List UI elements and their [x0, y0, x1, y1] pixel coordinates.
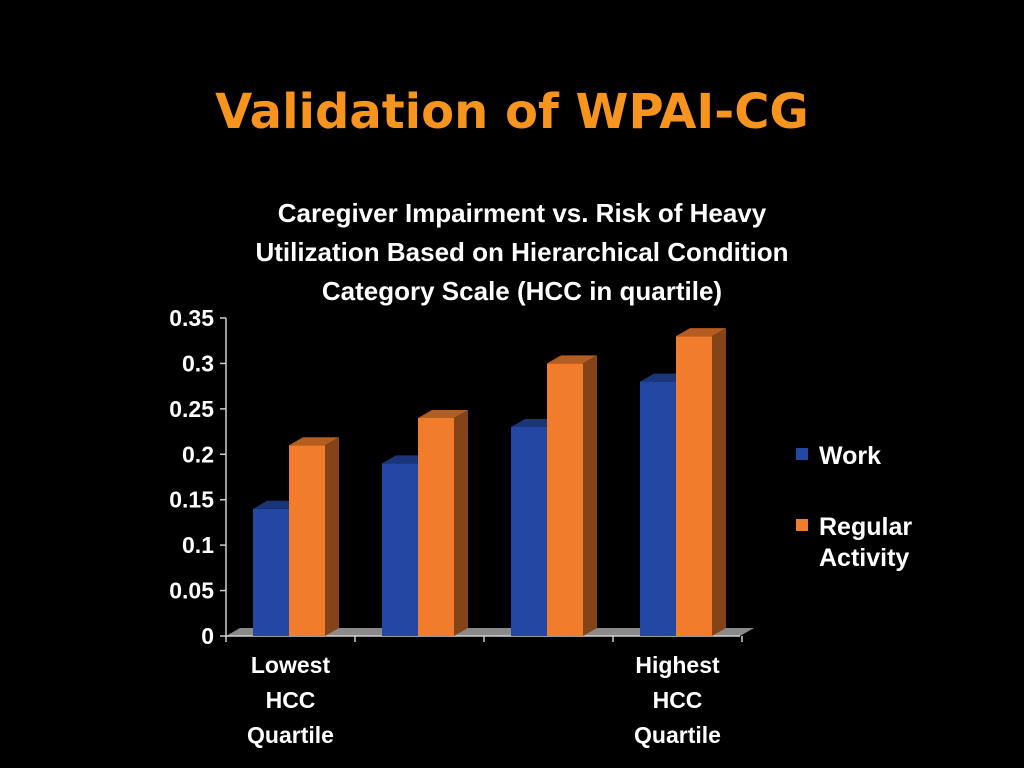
y-tick-label: 0.05	[169, 578, 214, 604]
x-axis-labels: Lowest HCC Quartile Highest HCC Quartile	[247, 652, 721, 748]
chart-axes	[225, 318, 743, 642]
bar-regular-activity-4	[676, 328, 726, 636]
bar-top	[418, 409, 468, 418]
y-tick-label: 0.2	[182, 441, 214, 467]
bar-regular-activity-2	[418, 409, 468, 636]
legend-label: Regular	[819, 513, 912, 541]
bar-top	[289, 437, 339, 446]
bar-front	[253, 508, 289, 636]
x-category-label: HCC	[653, 687, 703, 713]
x-category-label: Quartile	[247, 722, 334, 748]
chart-title-line-2: Utilization Based on Hierarchical Condit…	[255, 237, 789, 267]
x-category-label: Lowest	[251, 652, 331, 678]
bar-front	[418, 417, 454, 636]
legend-swatch-work	[796, 448, 808, 460]
bar-side	[325, 437, 339, 636]
slide-title: Validation of WPAI-CG	[215, 84, 809, 140]
bar-top	[547, 355, 597, 364]
legend-label: Work	[819, 442, 881, 470]
bar-top	[676, 328, 726, 337]
legend-swatch-regular-activity	[796, 519, 808, 531]
bar-front	[511, 427, 547, 636]
x-category-label: Quartile	[634, 722, 721, 748]
legend-label: Activity	[819, 544, 909, 572]
chart-title-line-3: Category Scale (HCC in quartile)	[321, 276, 723, 306]
bar-regular-activity-3	[547, 355, 597, 636]
y-tick-label: 0.1	[182, 532, 214, 558]
x-category-label: HCC	[266, 687, 316, 713]
y-tick-label: 0	[201, 623, 214, 649]
chart-floor-plane	[226, 628, 754, 636]
x-category-label: Highest	[635, 652, 720, 678]
bar-regular-activity-1	[289, 437, 339, 636]
chart-title-line-1: Caregiver Impairment vs. Risk of Heavy	[277, 198, 767, 228]
bar-front	[547, 363, 583, 636]
bar-side	[454, 409, 468, 636]
y-tick-label: 0.25	[169, 396, 214, 422]
y-tick-label: 0.3	[182, 350, 214, 376]
bar-front	[382, 463, 418, 636]
y-axis-ticks: 0 0.05 0.1 0.15 0.2 0.25 0.3 0.35	[169, 305, 226, 649]
chart-bars	[253, 328, 726, 636]
y-tick-label: 0.35	[169, 305, 214, 331]
bar-front	[676, 336, 712, 636]
y-tick-label: 0.15	[169, 487, 214, 513]
bar-front	[640, 381, 676, 636]
legend: Work Regular Activity	[796, 442, 912, 572]
bar-side	[583, 355, 597, 636]
bar-side	[712, 328, 726, 636]
bar-front	[289, 445, 325, 636]
chart-title: Caregiver Impairment vs. Risk of Heavy U…	[202, 194, 842, 311]
